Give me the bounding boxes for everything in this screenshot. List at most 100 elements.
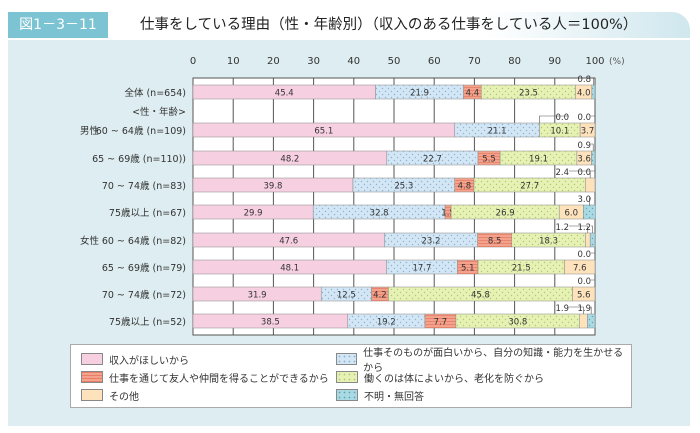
data-label: 3.6 — [577, 155, 591, 165]
legend-item: その他 — [81, 387, 139, 403]
bar-segment — [579, 122, 596, 138]
bar-pattern — [388, 287, 573, 301]
category-label: 65 ~ 69歳 (n=110)) — [92, 153, 186, 165]
bar-pattern — [313, 205, 446, 219]
legend-item: 仕事そのものが面白いから、自分の知識・能力を生かせるから — [336, 348, 631, 374]
bar-pattern — [478, 151, 501, 165]
data-label-above: 1.9 — [577, 304, 591, 314]
x-tick-label: 0 — [190, 56, 196, 67]
data-label-above: 1.9 — [555, 304, 569, 314]
bar-pattern — [539, 123, 581, 137]
x-tick-label: 100 — [585, 56, 604, 67]
bar-pattern — [454, 178, 474, 192]
data-label-above: 0.0 — [555, 113, 569, 123]
title-bar — [8, 12, 690, 38]
legend-swatch — [336, 353, 358, 365]
legend-label: その他 — [109, 391, 139, 403]
bar-pattern — [591, 85, 595, 99]
category-label: 75歳以上 (n=67) — [109, 207, 186, 219]
legend-label: 収入がほしいから — [109, 355, 189, 367]
data-label: 39.8 — [264, 182, 283, 192]
bar-pattern — [454, 123, 540, 137]
group-sex-label: 男性 — [80, 125, 100, 137]
bar-segment — [579, 313, 588, 329]
bar-segment — [572, 286, 596, 302]
data-label-above: 2.4 — [555, 168, 569, 178]
legend-label: 働くのは体によいから、老化を防ぐから — [364, 373, 544, 385]
data-label: 4.0 — [577, 89, 591, 99]
data-label: 4.2 — [373, 291, 387, 301]
bar-pattern — [371, 287, 389, 301]
data-label: 7.6 — [573, 264, 587, 274]
bar-pattern — [583, 205, 596, 219]
data-label: 8.5 — [488, 237, 502, 247]
bar-pattern — [511, 233, 586, 247]
bar-pattern — [478, 260, 565, 274]
legend-item: 不明・無回答 — [336, 387, 424, 403]
bar-pattern — [590, 233, 595, 247]
bar-pattern — [445, 205, 452, 219]
x-tick-label: 20 — [267, 56, 280, 67]
legend-swatch — [81, 353, 103, 365]
data-label-above: 0.0 — [577, 250, 591, 260]
data-label-above: 0.0 — [577, 277, 591, 287]
bar-pattern — [321, 287, 372, 301]
bar-pattern — [587, 314, 595, 328]
x-tick-label: 90 — [548, 56, 561, 67]
bar-pattern — [352, 178, 455, 192]
category-label: 65 ~ 69歳 (n=79) — [102, 262, 186, 274]
bar-pattern — [424, 314, 456, 328]
data-label: 21.9 — [410, 89, 429, 99]
data-label: 31.9 — [248, 291, 267, 301]
category-label: 60 ~ 64歳 (n=82) — [102, 235, 186, 247]
data-label: 5.1 — [461, 264, 475, 274]
leader-line — [569, 306, 584, 314]
x-tick-label: 80 — [508, 56, 521, 67]
category-label: 75歳以上 (n=52) — [109, 316, 186, 328]
data-label: 5.5 — [482, 155, 496, 165]
leader-line — [539, 115, 569, 123]
legend-swatch — [336, 371, 358, 383]
bar-segment — [585, 232, 591, 248]
data-label: 4.8 — [458, 182, 472, 192]
bar-pattern — [477, 233, 512, 247]
bar-pattern — [481, 85, 576, 99]
bar-pattern — [473, 178, 586, 192]
bar-segment — [585, 177, 596, 193]
legend-swatch — [336, 389, 358, 401]
bar-pattern — [386, 151, 479, 165]
group-sex-label: 女性 — [80, 235, 100, 247]
data-label: 27.7 — [520, 182, 539, 192]
data-label: 32.8 — [370, 209, 389, 219]
data-label: 19.2 — [377, 318, 396, 328]
legend-item: 仕事を通じて友人や仲間を得ることができるから — [81, 369, 329, 385]
x-tick-label: 10 — [227, 56, 240, 67]
bar-pattern — [347, 314, 425, 328]
data-label: 29.9 — [244, 209, 263, 219]
data-label: 5.6 — [577, 291, 591, 301]
legend-label: 仕事そのものが面白いから、自分の知識・能力を生かせるから — [363, 348, 624, 374]
group-label: <性・年齢> — [132, 106, 186, 118]
bar-pattern — [375, 85, 464, 99]
bar-pattern — [463, 85, 482, 99]
bar-pattern — [451, 205, 560, 219]
data-label: 48.2 — [280, 155, 299, 165]
data-label: 47.6 — [279, 237, 298, 247]
category-label: 全体 (n=654) — [124, 87, 186, 99]
x-tick-label: 30 — [307, 56, 320, 67]
leader-line — [591, 115, 596, 123]
data-label: 30.8 — [508, 318, 527, 328]
data-label: 38.5 — [261, 318, 280, 328]
data-label: 45.4 — [275, 89, 294, 99]
data-label: 21.5 — [512, 264, 531, 274]
data-label: 19.1 — [529, 155, 548, 165]
data-label: 18.3 — [539, 237, 558, 247]
data-label-above: 0.9 — [577, 141, 591, 151]
data-label: 7.7 — [434, 318, 448, 328]
data-label-above: 0.0 — [577, 113, 591, 123]
data-label: 12.5 — [337, 291, 356, 301]
legend-label: 仕事を通じて友人や仲間を得ることができるから — [109, 373, 329, 385]
bar-pattern — [500, 151, 577, 165]
legend-item: 収入がほしいから — [81, 351, 189, 367]
data-label-above: 1.2 — [577, 223, 591, 233]
